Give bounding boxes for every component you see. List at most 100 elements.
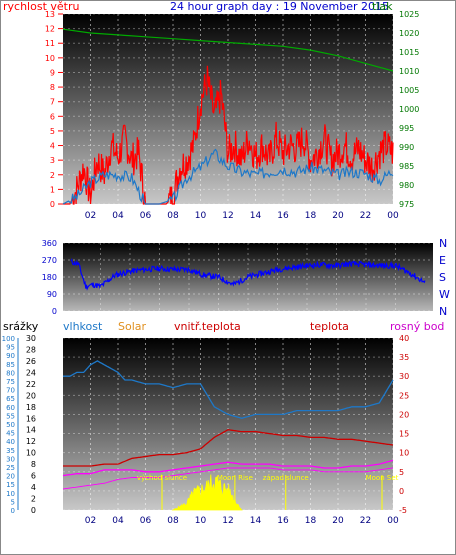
time-tick-label: 08	[167, 211, 179, 221]
rain-tick-label: 100	[2, 335, 15, 343]
rain-ticks: 0510152025303540455055606570758085909510…	[2, 335, 19, 515]
time-tick-label: 02	[85, 211, 96, 221]
wind-tick-label: 8	[50, 83, 55, 92]
time-tick-label: 22	[360, 211, 371, 221]
temp-ticks: -5 0 5 10 15 20 25 30 35 40	[399, 334, 409, 515]
wind-pressure-series	[62, 28, 394, 205]
humidity-tick-label: 2	[31, 495, 36, 504]
wind-time-ticks: 02 04 06 08 10 12 14 16 18 20 22 00	[85, 211, 399, 221]
wind-tick-label: 6	[50, 112, 55, 121]
pressure-tick-label: 980	[399, 181, 414, 190]
rain-tick-label: 55	[6, 412, 15, 420]
direction-degree-ticks: 0 90 180 270 360	[42, 239, 57, 316]
temp-tick-label: 25	[399, 391, 409, 400]
pressure-tick-label: 1000	[399, 105, 419, 114]
rain-tick-label: 40	[6, 438, 15, 446]
time-tick-label: 20	[332, 211, 344, 221]
rain-tick-label: 10	[6, 490, 15, 498]
annotation-label: Moon Rise	[217, 474, 253, 482]
pressure-tick-label: 1010	[399, 67, 419, 76]
pressure-tick-label: 995	[399, 124, 414, 133]
direction-tick-label: 0	[52, 307, 57, 316]
wind-tick-label: 9	[50, 68, 55, 77]
pressure-line	[62, 28, 394, 72]
wind-tick-label: 1	[50, 185, 55, 194]
rain-tick-label: 45	[6, 430, 15, 438]
annotation-label: západ slunce	[263, 474, 309, 482]
wind-tick-label: 5	[50, 127, 55, 136]
pressure-axis-label: tlak	[372, 0, 393, 13]
temp-tick-label: 5	[399, 468, 404, 477]
rain-tick-label: 80	[6, 369, 15, 377]
humidity-tick-label: 14	[26, 426, 36, 435]
direction-series	[70, 258, 426, 291]
time-tick-label: 10	[195, 516, 207, 526]
time-tick-label: 14	[250, 211, 262, 221]
humidity-tick-label: 4	[31, 483, 36, 492]
time-tick-label: 16	[277, 516, 289, 526]
time-tick-label: 00	[387, 516, 399, 526]
humidity-tick-label: 16	[26, 414, 36, 423]
rain-tick-label: 25	[6, 464, 15, 472]
compass-tick-label: N	[439, 237, 447, 250]
wind-tick-label: 2	[50, 171, 55, 180]
temp-time-ticks: 02 04 06 08 10 12 14 16 18 20 22 00	[85, 516, 399, 526]
solar-axis-label: Solar	[118, 320, 147, 333]
rain-tick-label: 75	[6, 378, 15, 386]
rain-tick-label: 65	[6, 395, 15, 403]
time-tick-label: 22	[360, 516, 371, 526]
wind-gust-line	[63, 65, 394, 205]
time-tick-label: 18	[305, 516, 317, 526]
time-tick-label: 20	[332, 516, 344, 526]
time-tick-label: 06	[140, 516, 152, 526]
humidity-tick-label: 10	[26, 449, 36, 458]
time-tick-label: 00	[387, 211, 399, 221]
rain-tick-label: 95	[6, 344, 15, 352]
sun-moon-annotations: východ slunce západ slunce Moon Rise Moon S…	[137, 474, 399, 510]
wind-tick-label: 11	[45, 39, 55, 48]
wind-axis-label: rychlost větru	[3, 0, 79, 13]
time-tick-label: 12	[222, 211, 233, 221]
humidity-tick-label: 8	[31, 460, 36, 469]
time-tick-label: 14	[250, 516, 262, 526]
pressure-tick-label: 990	[399, 143, 414, 152]
rain-tick-label: 15	[6, 481, 15, 489]
compass-tick-label: W	[439, 288, 450, 301]
time-tick-label: 02	[85, 516, 96, 526]
compass-tick-label: N	[439, 305, 447, 318]
pressure-tick-label: 1020	[399, 29, 419, 38]
humidity-tick-label: 18	[26, 403, 36, 412]
humidity-tick-label: 6	[31, 472, 36, 481]
dewpoint-axis-label: rosný bod	[390, 320, 444, 333]
wind-tick-label: 4	[50, 142, 55, 151]
pressure-tick-label: 975	[399, 200, 414, 209]
rain-tick-label: 5	[11, 498, 15, 506]
rain-tick-label: 20	[6, 473, 15, 481]
time-tick-label: 04	[112, 211, 124, 221]
rain-tick-label: 70	[6, 387, 15, 395]
solar-area	[171, 474, 243, 511]
indoor-temp-axis-label: vnitř.teplota	[174, 320, 241, 333]
humidity-axis-label: vlhkost	[63, 320, 103, 333]
wind-tick-label: 7	[50, 98, 55, 107]
rain-tick-label: 30	[6, 455, 15, 463]
rain-tick-label: 0	[11, 507, 15, 515]
wind-tick-label: 3	[50, 156, 55, 165]
wind-tick-label: 0	[50, 200, 55, 209]
rain-axis-label: srážky	[3, 320, 39, 333]
time-tick-label: 06	[140, 211, 152, 221]
wind-pressure-grid	[63, 13, 394, 205]
temp-tick-label: 15	[399, 430, 409, 439]
humidity-line	[63, 360, 394, 419]
rain-tick-label: 50	[6, 421, 15, 429]
direction-tick-label: 270	[42, 256, 57, 265]
time-tick-label: 10	[195, 211, 207, 221]
temp-tick-label: 40	[399, 334, 409, 343]
pressure-tick-label: 1005	[399, 86, 419, 95]
rain-tick-label: 35	[6, 447, 15, 455]
time-tick-label: 08	[167, 516, 179, 526]
